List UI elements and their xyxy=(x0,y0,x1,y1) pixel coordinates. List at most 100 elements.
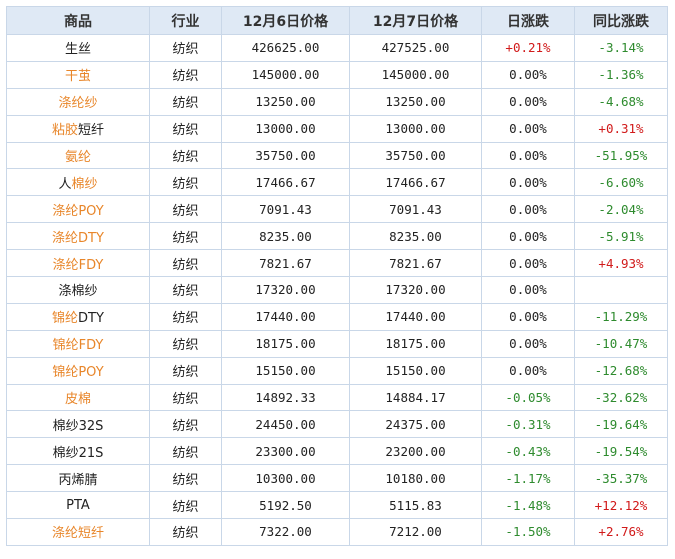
daily-change-cell: 0.00% xyxy=(481,276,575,304)
commodity-link[interactable]: 涤纶POY xyxy=(52,203,104,219)
commodity-name-cell: 皮棉 xyxy=(6,383,150,412)
yoy-change-cell: -35.37% xyxy=(574,464,668,493)
price-dec7-cell: 18175.00 xyxy=(349,329,482,358)
industry-cell: 纺织 xyxy=(149,464,222,493)
industry-cell: 纺织 xyxy=(149,491,222,520)
yoy-change-cell: +12.12% xyxy=(574,491,668,520)
daily-change-cell: 0.00% xyxy=(481,141,575,170)
price-dec6-cell: 17466.67 xyxy=(221,168,350,197)
commodity-name-cell: 氨纶 xyxy=(6,141,150,170)
daily-change-cell: 0.00% xyxy=(481,302,575,331)
yoy-change-cell: +2.76% xyxy=(574,518,668,546)
table-row: 丙烯腈 纺织 10300.00 10180.00 -1.17% -35.37% xyxy=(6,464,668,493)
price-dec7-cell: 8235.00 xyxy=(349,222,482,251)
yoy-change-cell: -19.54% xyxy=(574,437,668,466)
table-row: 涤纶FDY 纺织 7821.67 7821.67 0.00% +4.93% xyxy=(6,249,668,278)
price-dec6-cell: 7821.67 xyxy=(221,249,350,278)
commodity-name-cell: 涤纶POY xyxy=(6,195,150,224)
price-dec6-cell: 5192.50 xyxy=(221,491,350,520)
industry-cell: 纺织 xyxy=(149,437,222,466)
industry-cell: 纺织 xyxy=(149,114,222,143)
commodity-name-cell: 涤纶FDY xyxy=(6,249,150,278)
price-dec7-cell: 427525.00 xyxy=(349,34,482,62)
commodity-name-text: PTA xyxy=(66,497,90,513)
price-dec7-cell: 10180.00 xyxy=(349,464,482,493)
industry-cell: 纺织 xyxy=(149,276,222,304)
price-dec6-cell: 18175.00 xyxy=(221,329,350,358)
price-table: 商品 行业 12月6日价格 12月7日价格 日涨跌 同比涨跌 生丝 纺织 42662… xyxy=(6,6,668,546)
table-row: 氨纶 纺织 35750.00 35750.00 0.00% -51.95% xyxy=(6,141,668,170)
daily-change-cell: 0.00% xyxy=(481,329,575,358)
table-row: 人棉纱 纺织 17466.67 17466.67 0.00% -6.60% xyxy=(6,168,668,197)
daily-change-cell: -0.43% xyxy=(481,437,575,466)
daily-change-cell: 0.00% xyxy=(481,222,575,251)
table-row: 涤纶纱 纺织 13250.00 13250.00 0.00% -4.68% xyxy=(6,87,668,116)
commodity-link[interactable]: 涤纶FDY xyxy=(52,257,104,273)
commodity-name-text: 棉纱32S xyxy=(52,418,104,434)
daily-change-cell: -1.50% xyxy=(481,518,575,546)
commodity-name-text: 生丝 xyxy=(64,42,91,58)
table-row: 涤纶POY 纺织 7091.43 7091.43 0.00% -2.04% xyxy=(6,195,668,224)
commodity-link[interactable]: 棉纱 xyxy=(71,176,98,192)
yoy-change-cell: -10.47% xyxy=(574,329,668,358)
commodity-name-text: 棉纱21S xyxy=(52,445,104,461)
table-row: 锦纶POY 纺织 15150.00 15150.00 0.00% -12.68% xyxy=(6,356,668,385)
commodity-name-cell: 人棉纱 xyxy=(6,168,150,197)
header-daily-change: 日涨跌 xyxy=(481,6,575,35)
industry-cell: 纺织 xyxy=(149,195,222,224)
yoy-change-cell: -11.29% xyxy=(574,302,668,331)
industry-cell: 纺织 xyxy=(149,168,222,197)
industry-cell: 纺织 xyxy=(149,329,222,358)
commodity-link[interactable]: 涤纶DTY xyxy=(52,230,104,246)
yoy-change-cell: +4.93% xyxy=(574,249,668,278)
commodity-link[interactable]: 锦纶FDY xyxy=(52,338,104,354)
commodity-name-cell: 干茧 xyxy=(6,60,150,89)
price-dec6-cell: 17320.00 xyxy=(221,276,350,304)
table-row: 干茧 纺织 145000.00 145000.00 0.00% -1.36% xyxy=(6,60,668,89)
commodity-link[interactable]: 锦纶 xyxy=(52,311,79,327)
daily-change-cell: -1.17% xyxy=(481,464,575,493)
industry-cell: 纺织 xyxy=(149,222,222,251)
commodity-name-text: DTY xyxy=(78,311,104,327)
header-price-dec7: 12月7日价格 xyxy=(349,6,482,35)
commodity-name-cell: 涤棉纱 xyxy=(6,276,150,304)
header-price-dec6: 12月6日价格 xyxy=(221,6,350,35)
industry-cell: 纺织 xyxy=(149,34,222,62)
daily-change-cell: 0.00% xyxy=(481,168,575,197)
yoy-change-cell: -3.14% xyxy=(574,34,668,62)
price-dec6-cell: 13000.00 xyxy=(221,114,350,143)
commodity-name-cell: 粘胶短纤 xyxy=(6,114,150,143)
price-dec6-cell: 14892.33 xyxy=(221,383,350,412)
commodity-name-cell: PTA xyxy=(6,491,150,520)
commodity-link[interactable]: 皮棉 xyxy=(64,392,91,408)
yoy-change-cell: -1.36% xyxy=(574,60,668,89)
header-row: 商品 行业 12月6日价格 12月7日价格 日涨跌 同比涨跌 xyxy=(6,6,668,35)
price-dec7-cell: 15150.00 xyxy=(349,356,482,385)
commodity-name-cell: 丙烯腈 xyxy=(6,464,150,493)
price-dec7-cell: 35750.00 xyxy=(349,141,482,170)
table-row: 生丝 纺织 426625.00 427525.00 +0.21% -3.14% xyxy=(6,34,668,62)
commodity-name-cell: 涤纶短纤 xyxy=(6,518,150,546)
price-dec7-cell: 7821.67 xyxy=(349,249,482,278)
table-row: 皮棉 纺织 14892.33 14884.17 -0.05% -32.62% xyxy=(6,383,668,412)
daily-change-cell: -1.48% xyxy=(481,491,575,520)
commodity-link[interactable]: 干茧 xyxy=(64,69,91,85)
commodity-link[interactable]: 氨纶 xyxy=(64,150,91,165)
price-dec6-cell: 7322.00 xyxy=(221,518,350,546)
yoy-change-cell: -51.95% xyxy=(574,141,668,170)
yoy-change-cell: -12.68% xyxy=(574,356,668,385)
table-row: 涤纶DTY 纺织 8235.00 8235.00 0.00% -5.91% xyxy=(6,222,668,251)
commodity-link[interactable]: 粘胶 xyxy=(51,123,78,139)
commodity-name-cell: 锦纶POY xyxy=(6,356,150,385)
yoy-change-cell: -2.04% xyxy=(574,195,668,224)
daily-change-cell: 0.00% xyxy=(481,249,575,278)
commodity-link[interactable]: 涤纶短纤 xyxy=(51,526,104,542)
commodity-link[interactable]: 涤纶纱 xyxy=(58,96,98,112)
price-dec6-cell: 10300.00 xyxy=(221,464,350,493)
commodity-link[interactable]: 锦纶POY xyxy=(52,365,104,381)
industry-cell: 纺织 xyxy=(149,356,222,385)
commodity-name-cell: 涤纶纱 xyxy=(6,87,150,116)
table-row: 锦纶FDY 纺织 18175.00 18175.00 0.00% -10.47% xyxy=(6,329,668,358)
price-dec7-cell: 7212.00 xyxy=(349,518,482,546)
price-dec7-cell: 13250.00 xyxy=(349,87,482,116)
